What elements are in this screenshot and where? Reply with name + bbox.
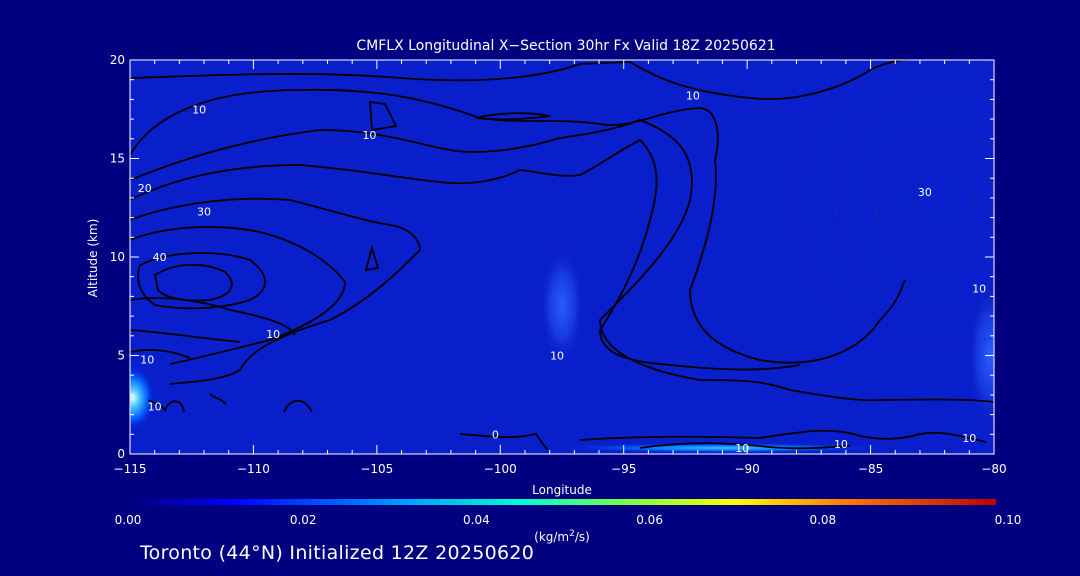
- colorbar-tick-label: 0.06: [636, 513, 663, 527]
- contour-label-layer: 10 10 10 20 30 40 10 10 10 10 0 10 10 10 10 30: [138, 89, 986, 455]
- contour-label: 10: [834, 438, 848, 451]
- contour-label: 20: [138, 182, 152, 195]
- contour-label: 10: [362, 129, 376, 142]
- cmflx-surface-band: [562, 443, 882, 453]
- colorbar-tick-label: 0.08: [809, 513, 836, 527]
- contour-label: 30: [197, 206, 211, 219]
- filled-regions: [130, 249, 994, 453]
- axis-ticks: −115 −110 −105 −100 −95 −90 −85 −80 0 5 10 15 20: [110, 53, 1007, 476]
- contour-label: 10: [192, 103, 206, 116]
- contour-label: 10: [266, 328, 280, 341]
- x-tick-label: −115: [114, 462, 147, 476]
- x-tick-label: −90: [734, 462, 759, 476]
- colorbar-units: (kg/m2/s): [534, 529, 590, 544]
- x-tick-label: −100: [484, 462, 517, 476]
- colorbar: 0.00 0.02 0.04 0.06 0.08 0.10 (kg/m2/s): [115, 499, 1022, 544]
- colorbar-gradient: [130, 499, 996, 505]
- contour-label: 30: [918, 186, 932, 199]
- contour-label: 10: [972, 283, 986, 296]
- colorbar-ticks: 0.00 0.02 0.04 0.06 0.08 0.10: [115, 513, 1022, 527]
- contour-lines: [130, 60, 994, 451]
- cmflx-east-edge: [968, 287, 994, 423]
- y-axis-label: Altitude (km): [86, 219, 100, 298]
- y-tick-label: 5: [117, 349, 125, 363]
- chart-title: CMFLX Longitudinal X−Section 30hr Fx Val…: [356, 38, 775, 54]
- y-tick-label: 15: [110, 152, 125, 166]
- colorbar-tick-label: 0.10: [995, 513, 1022, 527]
- contour-label: 10: [148, 401, 162, 414]
- cmflx-max-west: [130, 366, 155, 430]
- colorbar-tick-label: 0.04: [463, 513, 490, 527]
- y-tick-label: 10: [110, 250, 125, 264]
- contour-label: 10: [140, 353, 154, 366]
- x-tick-label: −85: [858, 462, 883, 476]
- x-axis-label: Longitude: [532, 483, 592, 497]
- x-tick-label: −105: [360, 462, 393, 476]
- x-tick-label: −95: [611, 462, 636, 476]
- contour-label: 10: [686, 89, 700, 102]
- y-tick-label: 0: [117, 447, 125, 461]
- contour-label: 10: [735, 442, 749, 455]
- y-tick-label: 20: [110, 53, 125, 67]
- colorbar-tick-label: 0.02: [290, 513, 317, 527]
- x-tick-label: −110: [237, 462, 270, 476]
- x-tick-label: −80: [981, 462, 1006, 476]
- dotted-contours: [794, 60, 994, 346]
- contour-label: 10: [550, 350, 564, 363]
- footer-location: Toronto (44°N) Initialized 12Z 20250620: [140, 542, 535, 564]
- colorbar-tick-label: 0.00: [115, 513, 142, 527]
- cmflx-column-97w: [540, 249, 584, 361]
- contour-label: 10: [962, 432, 976, 445]
- contour-label: 0: [492, 428, 499, 441]
- contour-label: 40: [153, 251, 167, 264]
